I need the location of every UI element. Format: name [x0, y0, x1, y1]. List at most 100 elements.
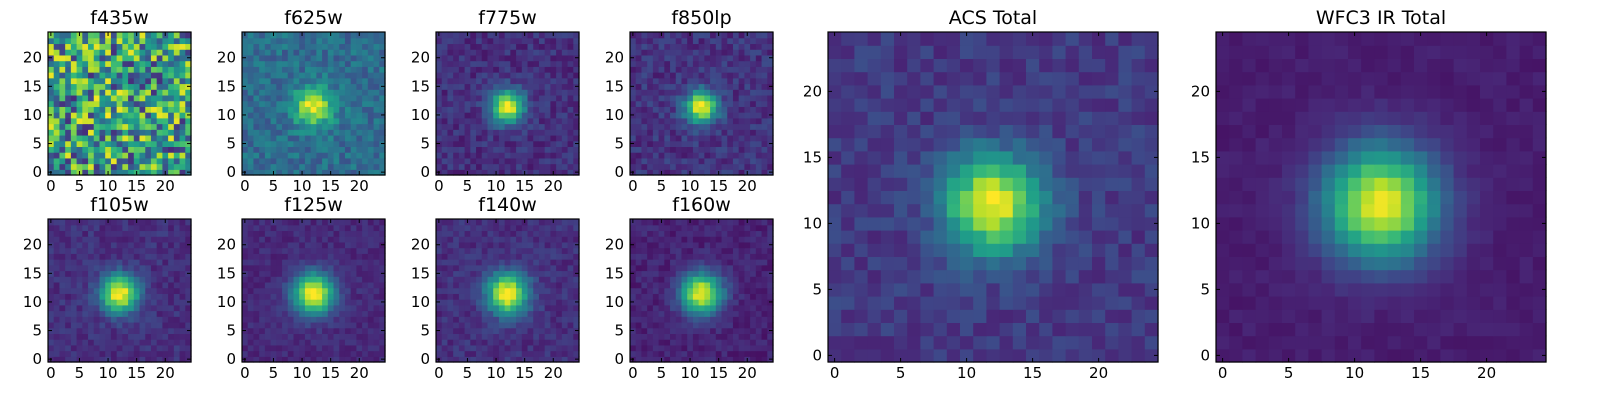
heatmap-cell: [367, 66, 375, 73]
heatmap-cell: [82, 293, 89, 300]
heatmap-cell: [259, 43, 266, 50]
heatmap-cell: [327, 264, 335, 272]
heatmap-cell: [316, 310, 323, 317]
heatmap-cell: [327, 157, 335, 165]
heatmap-cell: [538, 281, 546, 289]
heatmap-cell: [316, 106, 323, 113]
heatmap-cell: [504, 304, 511, 312]
heatmap-cell: [110, 236, 118, 243]
heatmap-cell: [76, 276, 83, 283]
heatmap-cell: [641, 54, 648, 62]
heatmap-cell: [276, 281, 283, 289]
heatmap-cell: [133, 321, 141, 329]
heatmap-cell: [156, 253, 163, 260]
heatmap-cell: [750, 276, 757, 283]
heatmap-cell: [567, 276, 574, 283]
heatmap-cell: [322, 83, 329, 90]
heatmap-cell: [162, 339, 169, 346]
heatmap-cell: [264, 310, 272, 317]
heatmap-cell: [304, 77, 312, 85]
heatmap-cell: [641, 146, 648, 153]
heatmap-cell: [641, 77, 648, 85]
heatmap-cell: [458, 259, 466, 266]
heatmap-cell: [670, 72, 677, 79]
heatmap-cell: [721, 77, 728, 85]
heatmap-cell: [647, 83, 654, 90]
heatmap-cell: [282, 77, 289, 85]
heatmap-cell: [59, 54, 66, 62]
heatmap-cell: [150, 321, 158, 329]
heatmap-cell: [310, 106, 317, 113]
heatmap-cell: [698, 83, 705, 90]
heatmap-cell: [458, 241, 466, 249]
heatmap-cell: [652, 333, 660, 340]
heatmap-cell: [304, 264, 312, 272]
heatmap-cell: [533, 310, 540, 317]
heatmap-cell: [504, 140, 511, 147]
heatmap-cell: [493, 140, 500, 147]
heatmap-cell: [767, 49, 774, 56]
heatmap-cell: [356, 247, 363, 254]
heatmap-cell: [738, 327, 745, 334]
heatmap-cell: [53, 32, 61, 39]
heatmap-cell: [493, 304, 500, 312]
heatmap-cell: [732, 89, 740, 96]
heatmap-cell: [76, 247, 83, 254]
heatmap-cell: [70, 293, 78, 300]
heatmap-cell: [470, 344, 477, 352]
heatmap-cell: [128, 140, 135, 147]
heatmap-cell: [362, 134, 369, 142]
heatmap-cell: [755, 339, 763, 346]
heatmap-cell: [185, 287, 192, 294]
heatmap-cell: [647, 54, 654, 62]
heatmap-cell: [556, 230, 563, 237]
heatmap-cell: [110, 344, 118, 352]
heatmap-cell: [692, 163, 700, 170]
heatmap-cell: [367, 241, 375, 249]
heatmap-cell: [670, 49, 677, 56]
heatmap-cell: [270, 43, 277, 50]
heatmap-cell: [630, 157, 637, 165]
heatmap-cell: [88, 157, 95, 165]
heatmap-cell: [481, 281, 489, 289]
heatmap-cell: [738, 66, 745, 73]
heatmap-cell: [527, 304, 534, 312]
heatmap-cell: [276, 264, 283, 272]
heatmap-cell: [516, 327, 523, 334]
heatmap-cell: [162, 123, 169, 130]
heatmap-cell: [761, 54, 768, 62]
heatmap-cell: [247, 241, 255, 249]
heatmap-cell: [264, 163, 272, 170]
heatmap-cell: [150, 253, 158, 260]
heatmap-cell: [721, 163, 728, 170]
heatmap-cell: [59, 169, 66, 176]
heatmap-cell: [550, 287, 557, 294]
heatmap-cell: [76, 72, 83, 79]
heatmap-cell: [681, 152, 688, 159]
heatmap-cell: [755, 281, 763, 289]
heatmap-cell: [110, 60, 118, 67]
heatmap-cell: [481, 163, 489, 170]
heatmap-cell: [458, 43, 466, 50]
heatmap-cell: [247, 129, 255, 136]
heatmap-cell: [630, 129, 637, 136]
heatmap-cell: [333, 146, 340, 153]
heatmap-cell: [128, 253, 135, 260]
heatmap-cell: [464, 247, 471, 254]
heatmap-cell: [105, 77, 112, 85]
heatmap-cell: [264, 54, 272, 62]
heatmap-cell: [259, 327, 266, 334]
heatmap-cell: [379, 77, 386, 85]
heatmap-cell: [122, 321, 129, 329]
heatmap-cell: [464, 259, 471, 266]
heatmap-cell: [168, 287, 175, 294]
heatmap-cell: [110, 327, 118, 334]
heatmap-cell: [264, 293, 272, 300]
heatmap-cell: [139, 169, 146, 176]
y-tick-label: 10: [23, 293, 42, 311]
heatmap-cell: [150, 270, 158, 277]
heatmap-cell: [379, 163, 386, 170]
heatmap-cell: [732, 344, 740, 352]
heatmap-cell: [715, 100, 723, 107]
heatmap-cell: [504, 83, 511, 90]
